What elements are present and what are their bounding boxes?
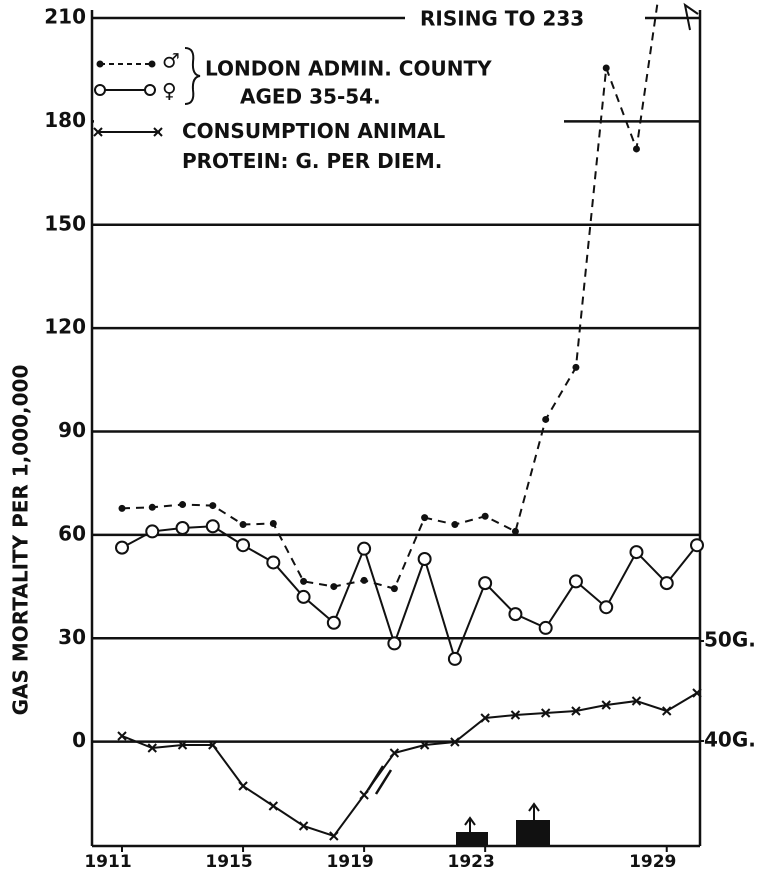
x-tick-label: 1919 [326,852,373,872]
point [480,713,490,723]
marker-box [516,820,550,846]
point [296,589,311,604]
legend-bg [94,40,564,182]
point [508,607,523,622]
point [601,700,611,710]
point [360,576,368,584]
point [147,743,157,753]
legend-marker [94,84,106,96]
point [298,821,309,831]
point [148,503,156,511]
series-line [121,692,698,838]
y-tick-label: 60 [58,521,86,545]
x-tick-label: 1923 [447,852,494,872]
point [209,502,217,510]
point [478,576,493,591]
point [692,688,702,698]
arrow [683,2,699,31]
point [118,504,126,512]
point [417,551,432,566]
x-tick-label: 1911 [84,852,131,872]
legend-marker [148,60,156,68]
point [330,583,338,591]
legend-marker [93,127,163,137]
point [599,600,614,615]
point [266,555,281,570]
annotation: RISING TO 233 [420,7,584,31]
point [602,64,610,72]
point [631,696,642,706]
point [117,731,127,741]
point [540,708,551,718]
point [451,521,459,529]
point [690,538,704,553]
y-tick-label: 180 [44,108,86,132]
break-mark [366,765,393,795]
point [571,706,581,716]
point [538,620,553,635]
legend-group-label: AGED 35-54. [240,85,381,109]
point [390,585,398,593]
y-tick-label: 30 [58,625,86,649]
y-tick-label: 0 [72,728,86,752]
point [542,415,550,423]
point [659,576,674,591]
x-tick-label: 1929 [629,852,676,872]
legend-group-label: LONDON ADMIN. COUNTY [205,57,492,81]
point [481,512,489,520]
y-tick-label: 150 [44,211,86,235]
brace [184,47,201,105]
y-tick-label: 120 [44,315,86,339]
y-axis-label: GAS MORTALITY PER 1,000,000 [9,365,33,716]
y-tick-label: 210 [44,5,86,29]
point [208,740,218,750]
arrow [464,816,476,832]
point [450,737,460,747]
point [357,541,372,556]
y2-tick-label: 50G. [704,628,756,652]
point [115,540,129,555]
point [632,145,640,153]
point [329,831,339,841]
point [177,740,188,750]
point [568,574,583,589]
point [511,527,519,535]
point [629,545,644,560]
legend-label: ♂ [162,49,180,73]
annotation-bg [405,4,645,34]
point [447,651,462,666]
legend-label-box: CONSUMPTION ANIMAL PROTEIN: G. PER DIEM. [182,119,446,173]
point [421,514,429,522]
marker-box [456,832,488,846]
point [179,501,187,509]
point [269,520,277,528]
point [145,524,160,539]
x-tick-label: 1915 [205,852,252,872]
point [175,520,190,535]
point [389,748,400,758]
point [268,801,279,811]
legend-label: ♀ [162,79,177,103]
point [205,519,220,534]
point [236,538,251,553]
point [300,577,308,585]
point [238,781,248,791]
plot [115,4,704,841]
y2-tick-label: 40G. [704,728,756,752]
point [326,615,341,630]
point [419,740,430,750]
legend-label: CONSUMPTION ANIMAL PROTEIN: G. PER DIEM. [182,119,446,173]
point [572,363,580,371]
legend-marker [144,84,156,96]
point [239,521,247,529]
point [510,710,521,720]
point [662,706,672,716]
point [359,790,369,800]
y-tick-label: 90 [58,418,86,442]
legend-marker [96,60,104,68]
arrow [528,802,540,820]
point [387,636,402,651]
